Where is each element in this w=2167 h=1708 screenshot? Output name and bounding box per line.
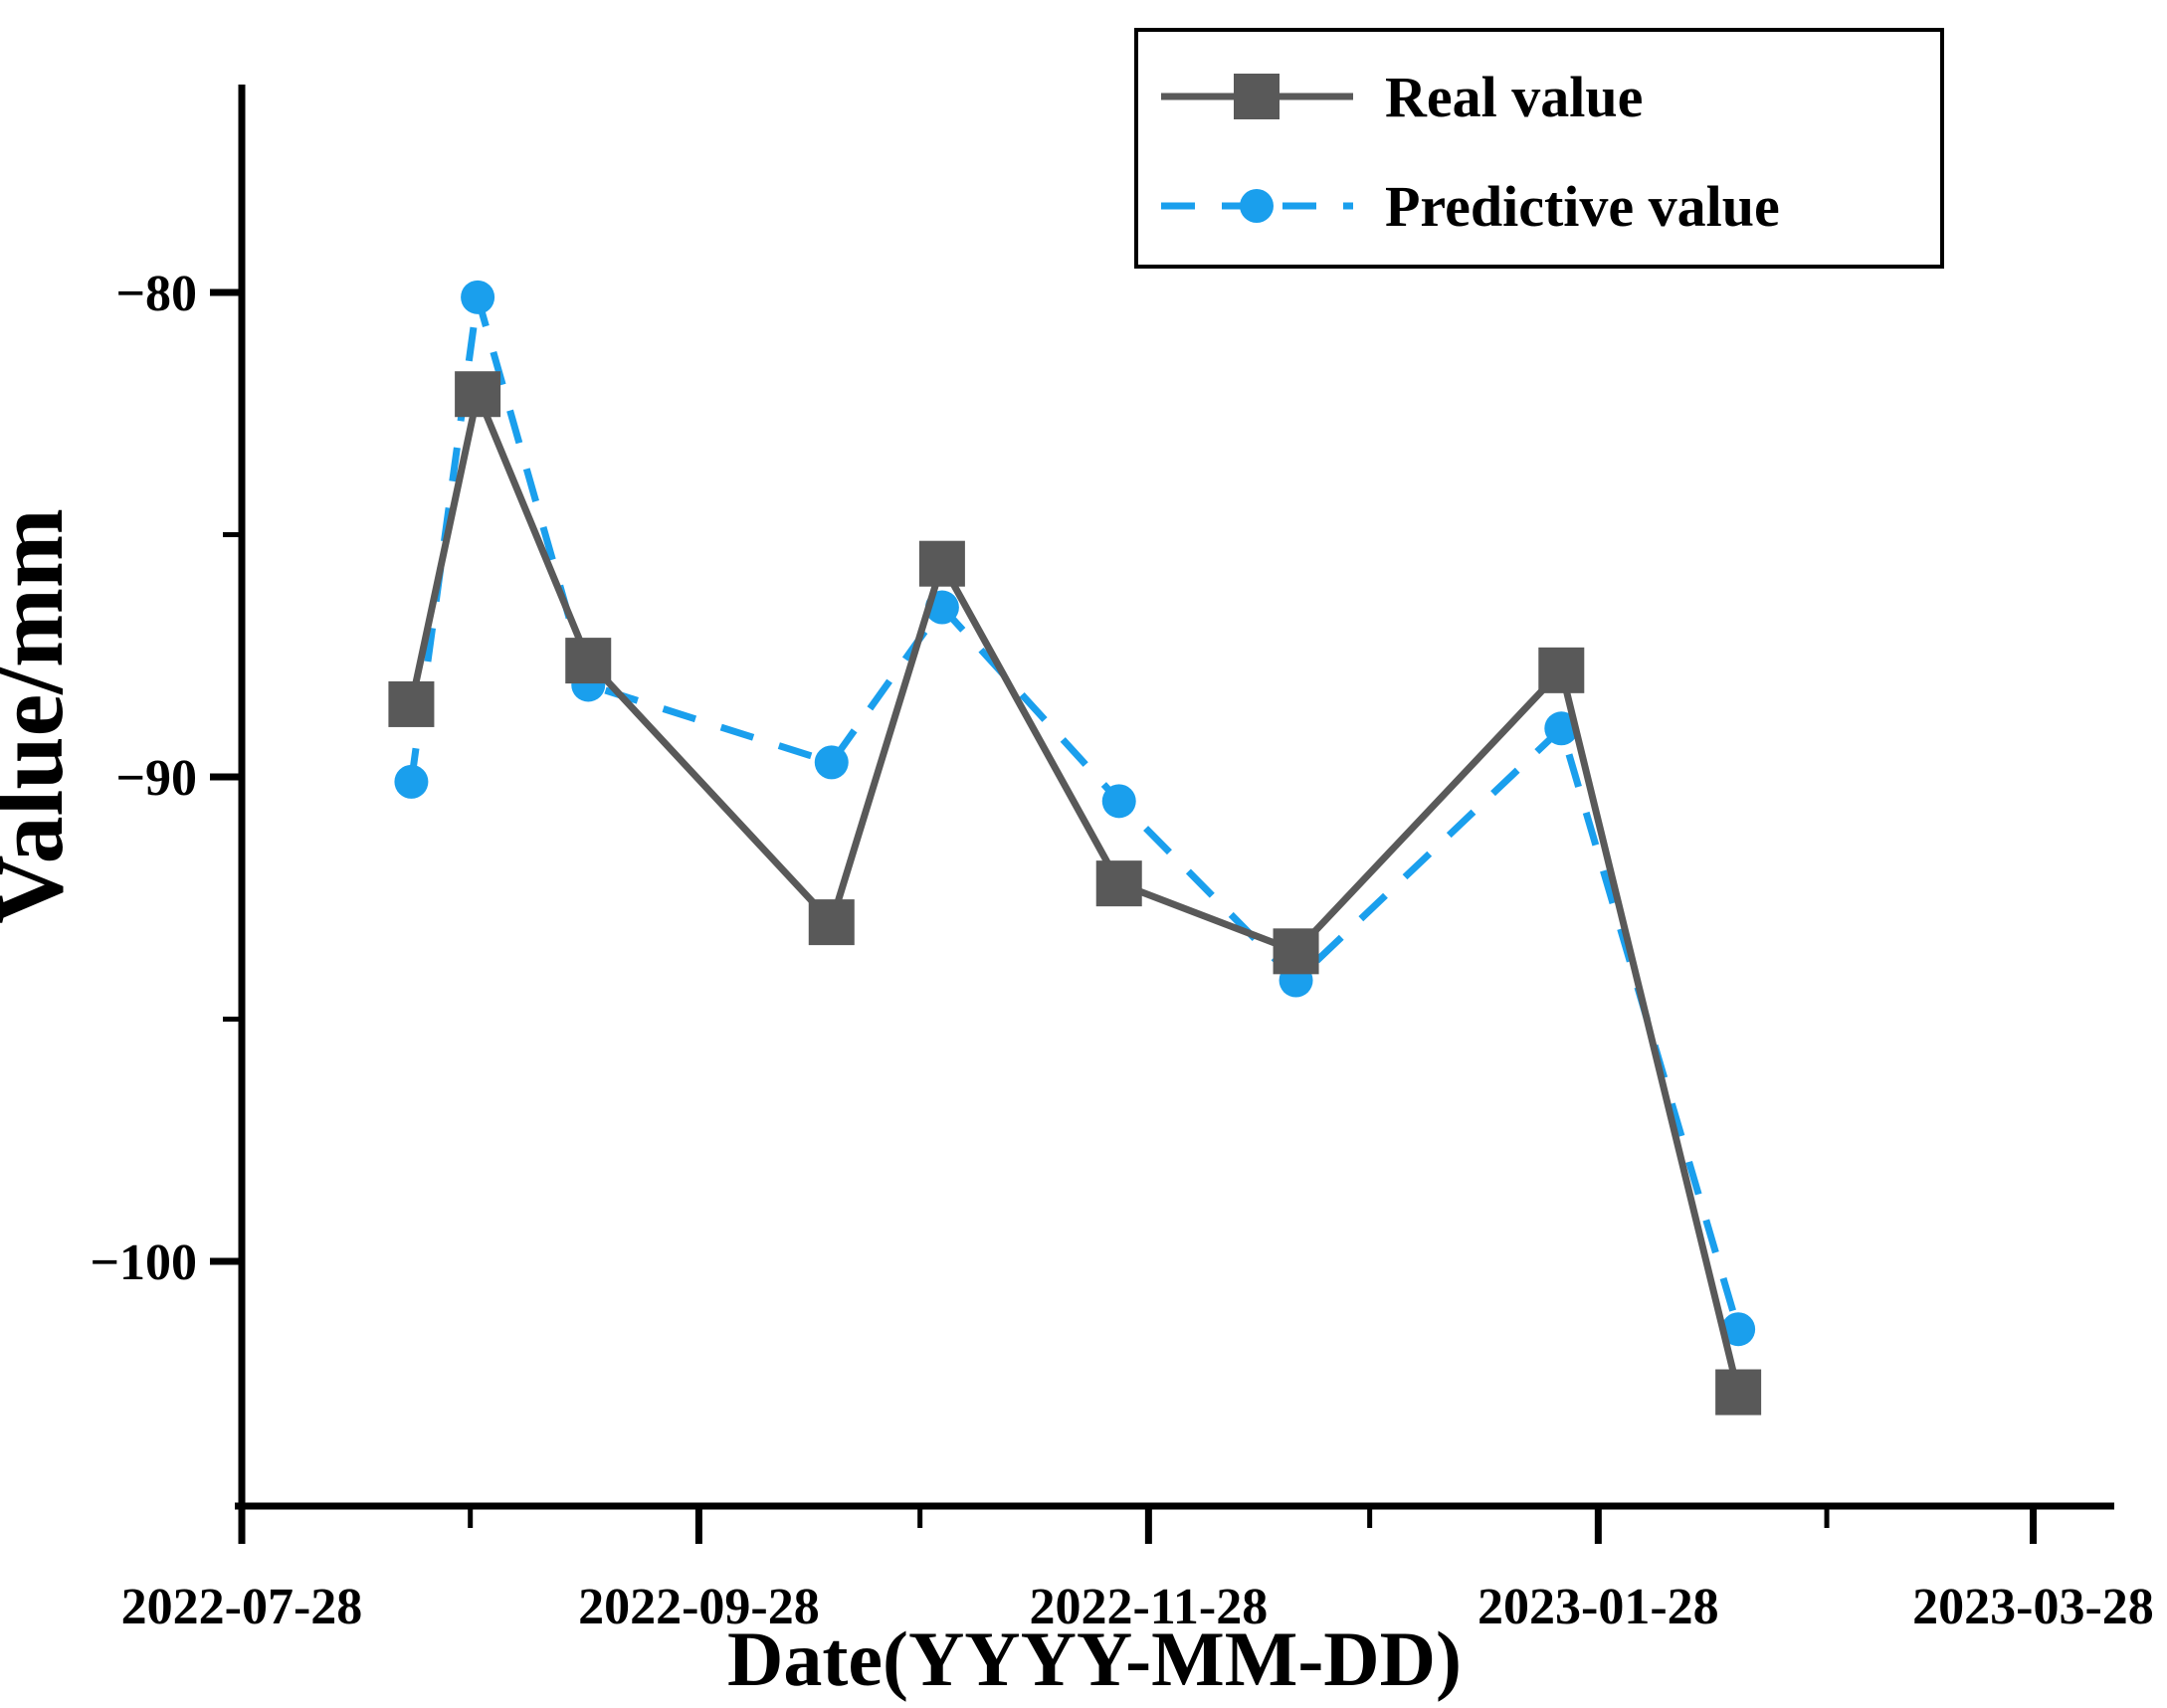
- y-tick-label: −100: [90, 1234, 197, 1291]
- data-point-circle: [394, 764, 429, 799]
- legend-marker-circle: [1240, 189, 1274, 223]
- x-axis-title: Date(YYYY-MM-DD): [727, 1615, 1462, 1702]
- data-point-square: [918, 540, 965, 587]
- legend: Real value Predictive value: [1134, 28, 1944, 269]
- data-point-circle: [461, 280, 495, 314]
- data-point-square: [1538, 647, 1585, 693]
- data-point-circle: [1544, 711, 1579, 746]
- y-axis-title: Value/mm: [0, 508, 83, 924]
- data-point-square: [565, 638, 612, 684]
- data-point-square: [1273, 928, 1319, 975]
- y-tick-label: −90: [115, 750, 197, 807]
- x-tick-label: 2022-11-28: [1029, 1579, 1268, 1635]
- legend-marker-square: [1234, 74, 1280, 119]
- data-point-square: [808, 899, 855, 946]
- data-point-circle: [1101, 784, 1136, 819]
- x-tick-label: 2022-09-28: [578, 1579, 820, 1635]
- series-line-real: [407, 382, 1742, 1394]
- series-line-predictive: [407, 295, 1742, 1331]
- y-tick-label: −80: [115, 266, 197, 322]
- x-tick-label: 2023-01-28: [1478, 1579, 1719, 1635]
- data-point-square: [455, 371, 501, 418]
- data-point-circle: [814, 745, 849, 780]
- data-point-square: [1095, 860, 1142, 907]
- data-point-square: [388, 680, 435, 727]
- data-point-circle: [1721, 1312, 1756, 1347]
- legend-label: Predictive value: [1385, 174, 1780, 239]
- axes: 2022-07-28 2022-09-28 2022-11-28 2023-01-28…: [90, 85, 2154, 1635]
- data-point-square: [1715, 1369, 1762, 1416]
- legend-label: Real value: [1385, 65, 1643, 129]
- series: [388, 280, 1762, 1416]
- x-tick-label: 2023-03-28: [1912, 1579, 2154, 1635]
- legend-box: [1134, 28, 1944, 269]
- x-tick-label: 2022-07-28: [121, 1579, 363, 1635]
